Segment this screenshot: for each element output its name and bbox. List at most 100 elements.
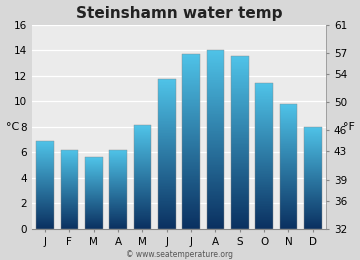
Bar [109,157,127,158]
Bar [60,226,78,227]
Bar [134,171,151,172]
Bar [304,195,321,196]
Bar [255,98,273,99]
Bar [280,196,297,197]
Bar [85,217,103,218]
Bar [304,192,321,193]
Bar [231,90,248,91]
Bar [231,123,248,124]
Bar [255,194,273,195]
Bar [134,155,151,156]
Bar [183,207,200,208]
Bar [207,125,224,126]
Bar [85,204,103,205]
Bar [304,193,321,194]
Bar [183,112,200,113]
Bar [255,169,273,170]
Bar [109,150,127,229]
Bar [207,166,224,167]
Bar [255,152,273,153]
Bar [36,141,54,142]
Bar [134,180,151,181]
Bar [183,93,200,94]
Bar [255,167,273,168]
Bar [109,222,127,223]
Bar [231,133,248,134]
Bar [183,139,200,140]
Bar [158,225,176,226]
Bar [183,95,200,96]
Bar [255,212,273,213]
Bar [158,114,176,115]
Bar [60,185,78,186]
Bar [231,168,248,169]
Bar [36,206,54,207]
Bar [36,210,54,211]
Bar [255,115,273,116]
Bar [280,153,297,154]
Bar [304,143,321,144]
Bar [304,216,321,217]
Bar [231,225,248,226]
Bar [207,51,224,52]
Bar [134,204,151,205]
Bar [255,141,273,142]
Bar [231,158,248,159]
Bar [60,199,78,200]
Bar [255,145,273,146]
Bar [85,166,103,167]
Bar [207,124,224,125]
Bar [85,176,103,177]
Bar [183,135,200,136]
Bar [207,160,224,161]
Bar [134,218,151,219]
Bar [255,165,273,166]
Bar [255,84,273,85]
Bar [134,211,151,212]
Bar [304,158,321,159]
Bar [60,208,78,209]
Bar [280,122,297,123]
Bar [109,159,127,160]
Bar [134,163,151,164]
Bar [255,199,273,200]
Bar [158,107,176,108]
Bar [134,225,151,226]
Bar [134,128,151,129]
Bar [183,80,200,81]
Bar [255,211,273,212]
Bar [36,154,54,155]
Bar [158,226,176,227]
Bar [60,225,78,226]
Bar [255,138,273,139]
Bar [231,157,248,158]
Bar [207,176,224,177]
Bar [280,160,297,161]
Bar [109,154,127,155]
Bar [231,112,248,113]
Bar [255,159,273,160]
Bar [255,119,273,120]
Bar [183,96,200,97]
Bar [255,222,273,223]
Bar [183,150,200,151]
Bar [36,181,54,182]
Bar [207,135,224,136]
Bar [109,160,127,161]
Bar [109,220,127,221]
Bar [207,81,224,82]
Bar [158,92,176,93]
Bar [109,166,127,167]
Bar [36,203,54,204]
Bar [109,205,127,206]
Bar [207,91,224,92]
Bar [134,183,151,184]
Bar [304,185,321,186]
Bar [280,104,297,229]
Bar [280,119,297,120]
Bar [231,60,248,61]
Bar [231,167,248,168]
Bar [304,184,321,185]
Bar [36,218,54,219]
Bar [255,95,273,96]
